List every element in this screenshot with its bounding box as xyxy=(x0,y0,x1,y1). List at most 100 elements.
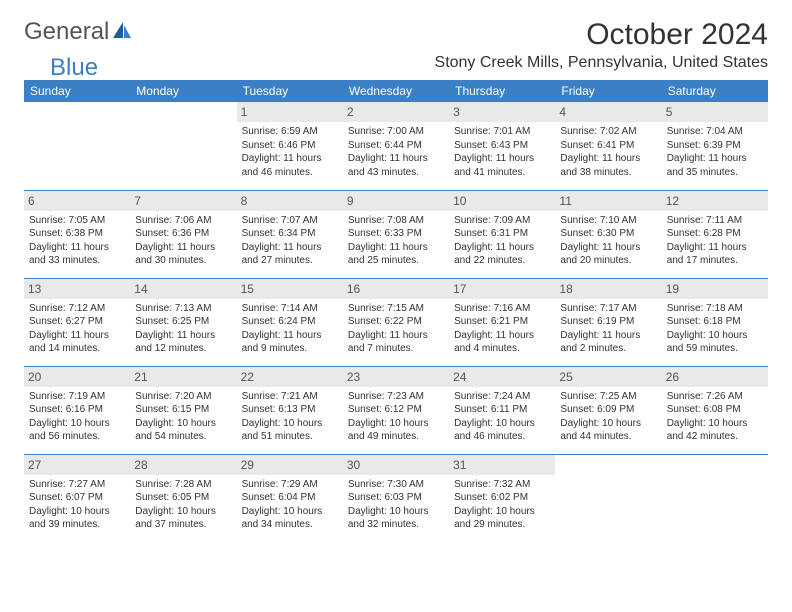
day-number: 26 xyxy=(662,367,768,387)
sunset-text: Sunset: 6:18 PM xyxy=(667,315,763,329)
daylight-text: Daylight: 10 hours and 39 minutes. xyxy=(29,505,125,532)
sunrise-text: Sunrise: 7:07 AM xyxy=(242,214,338,228)
sunset-text: Sunset: 6:38 PM xyxy=(29,227,125,241)
sunrise-text: Sunrise: 7:23 AM xyxy=(348,390,444,404)
sunset-text: Sunset: 6:07 PM xyxy=(29,491,125,505)
calendar-cell: 19Sunrise: 7:18 AMSunset: 6:18 PMDayligh… xyxy=(662,278,768,366)
sunrise-text: Sunrise: 7:11 AM xyxy=(667,214,763,228)
day-header: Saturday xyxy=(662,80,768,102)
sunset-text: Sunset: 6:21 PM xyxy=(454,315,550,329)
calendar-row: 13Sunrise: 7:12 AMSunset: 6:27 PMDayligh… xyxy=(24,278,768,366)
calendar-cell: 7Sunrise: 7:06 AMSunset: 6:36 PMDaylight… xyxy=(130,190,236,278)
sunset-text: Sunset: 6:24 PM xyxy=(242,315,338,329)
daylight-text: Daylight: 10 hours and 44 minutes. xyxy=(560,417,656,444)
sunrise-text: Sunrise: 7:21 AM xyxy=(242,390,338,404)
daylight-text: Daylight: 11 hours and 7 minutes. xyxy=(348,329,444,356)
sunset-text: Sunset: 6:13 PM xyxy=(242,403,338,417)
daylight-text: Daylight: 11 hours and 9 minutes. xyxy=(242,329,338,356)
sunset-text: Sunset: 6:28 PM xyxy=(667,227,763,241)
sunset-text: Sunset: 6:36 PM xyxy=(135,227,231,241)
day-number: 3 xyxy=(449,102,555,122)
sunrise-text: Sunrise: 7:29 AM xyxy=(242,478,338,492)
day-number: 10 xyxy=(449,191,555,211)
calendar-cell: 30Sunrise: 7:30 AMSunset: 6:03 PMDayligh… xyxy=(343,454,449,542)
calendar-cell: 2Sunrise: 7:00 AMSunset: 6:44 PMDaylight… xyxy=(343,102,449,190)
day-header-row: Sunday Monday Tuesday Wednesday Thursday… xyxy=(24,80,768,102)
sunrise-text: Sunrise: 7:14 AM xyxy=(242,302,338,316)
sunrise-text: Sunrise: 7:17 AM xyxy=(560,302,656,316)
daylight-text: Daylight: 11 hours and 17 minutes. xyxy=(667,241,763,268)
sunset-text: Sunset: 6:08 PM xyxy=(667,403,763,417)
day-number: 8 xyxy=(237,191,343,211)
sunset-text: Sunset: 6:41 PM xyxy=(560,139,656,153)
calendar-cell: 4Sunrise: 7:02 AMSunset: 6:41 PMDaylight… xyxy=(555,102,661,190)
calendar-cell: 1Sunrise: 6:59 AMSunset: 6:46 PMDaylight… xyxy=(237,102,343,190)
sunset-text: Sunset: 6:30 PM xyxy=(560,227,656,241)
day-number: 16 xyxy=(343,279,449,299)
calendar-row: 27Sunrise: 7:27 AMSunset: 6:07 PMDayligh… xyxy=(24,454,768,542)
daylight-text: Daylight: 11 hours and 35 minutes. xyxy=(667,152,763,179)
logo: General xyxy=(24,18,135,46)
sunset-text: Sunset: 6:27 PM xyxy=(29,315,125,329)
daylight-text: Daylight: 10 hours and 32 minutes. xyxy=(348,505,444,532)
day-number: 17 xyxy=(449,279,555,299)
day-header: Wednesday xyxy=(343,80,449,102)
day-number: 6 xyxy=(24,191,130,211)
day-number: 20 xyxy=(24,367,130,387)
day-number: 1 xyxy=(237,102,343,122)
sunrise-text: Sunrise: 7:19 AM xyxy=(29,390,125,404)
daylight-text: Daylight: 10 hours and 34 minutes. xyxy=(242,505,338,532)
sunrise-text: Sunrise: 7:08 AM xyxy=(348,214,444,228)
sunrise-text: Sunrise: 7:27 AM xyxy=(29,478,125,492)
calendar-cell: 8Sunrise: 7:07 AMSunset: 6:34 PMDaylight… xyxy=(237,190,343,278)
daylight-text: Daylight: 10 hours and 46 minutes. xyxy=(454,417,550,444)
day-number: 23 xyxy=(343,367,449,387)
calendar-cell: 28Sunrise: 7:28 AMSunset: 6:05 PMDayligh… xyxy=(130,454,236,542)
day-number: 13 xyxy=(24,279,130,299)
daylight-text: Daylight: 10 hours and 54 minutes. xyxy=(135,417,231,444)
day-number: 28 xyxy=(130,455,236,475)
calendar-cell: 25Sunrise: 7:25 AMSunset: 6:09 PMDayligh… xyxy=(555,366,661,454)
sunrise-text: Sunrise: 7:10 AM xyxy=(560,214,656,228)
calendar-cell xyxy=(130,102,236,190)
sunset-text: Sunset: 6:34 PM xyxy=(242,227,338,241)
daylight-text: Daylight: 10 hours and 56 minutes. xyxy=(29,417,125,444)
day-number: 29 xyxy=(237,455,343,475)
sunset-text: Sunset: 6:22 PM xyxy=(348,315,444,329)
day-number: 14 xyxy=(130,279,236,299)
day-number: 27 xyxy=(24,455,130,475)
day-number: 22 xyxy=(237,367,343,387)
calendar-cell xyxy=(24,102,130,190)
daylight-text: Daylight: 11 hours and 4 minutes. xyxy=(454,329,550,356)
sunrise-text: Sunrise: 7:06 AM xyxy=(135,214,231,228)
day-number: 21 xyxy=(130,367,236,387)
sunrise-text: Sunrise: 7:01 AM xyxy=(454,125,550,139)
calendar-cell: 11 Sunrise: 7:10 AMSunset: 6:30 PMDayligh… xyxy=(555,190,661,278)
sunrise-text: Sunrise: 6:59 AM xyxy=(242,125,338,139)
sunrise-text: Sunrise: 7:13 AM xyxy=(135,302,231,316)
day-header: Tuesday xyxy=(237,80,343,102)
calendar-cell: 18Sunrise: 7:17 AMSunset: 6:19 PMDayligh… xyxy=(555,278,661,366)
day-header: Sunday xyxy=(24,80,130,102)
calendar-cell: 5Sunrise: 7:04 AMSunset: 6:39 PMDaylight… xyxy=(662,102,768,190)
daylight-text: Daylight: 11 hours and 38 minutes. xyxy=(560,152,656,179)
daylight-text: Daylight: 10 hours and 49 minutes. xyxy=(348,417,444,444)
day-number: 31 xyxy=(449,455,555,475)
sunrise-text: Sunrise: 7:20 AM xyxy=(135,390,231,404)
daylight-text: Daylight: 11 hours and 20 minutes. xyxy=(560,241,656,268)
sunrise-text: Sunrise: 7:24 AM xyxy=(454,390,550,404)
sunset-text: Sunset: 6:39 PM xyxy=(667,139,763,153)
day-number: 4 xyxy=(555,102,661,122)
calendar-cell: 20Sunrise: 7:19 AMSunset: 6:16 PMDayligh… xyxy=(24,366,130,454)
calendar-cell: 22Sunrise: 7:21 AMSunset: 6:13 PMDayligh… xyxy=(237,366,343,454)
daylight-text: Daylight: 11 hours and 46 minutes. xyxy=(242,152,338,179)
sunrise-text: Sunrise: 7:12 AM xyxy=(29,302,125,316)
sunset-text: Sunset: 6:03 PM xyxy=(348,491,444,505)
calendar-cell: 6Sunrise: 7:05 AMSunset: 6:38 PMDaylight… xyxy=(24,190,130,278)
daylight-text: Daylight: 10 hours and 29 minutes. xyxy=(454,505,550,532)
daylight-text: Daylight: 10 hours and 37 minutes. xyxy=(135,505,231,532)
sunset-text: Sunset: 6:02 PM xyxy=(454,491,550,505)
daylight-text: Daylight: 11 hours and 14 minutes. xyxy=(29,329,125,356)
day-number: 11 xyxy=(555,191,661,211)
day-header: Monday xyxy=(130,80,236,102)
